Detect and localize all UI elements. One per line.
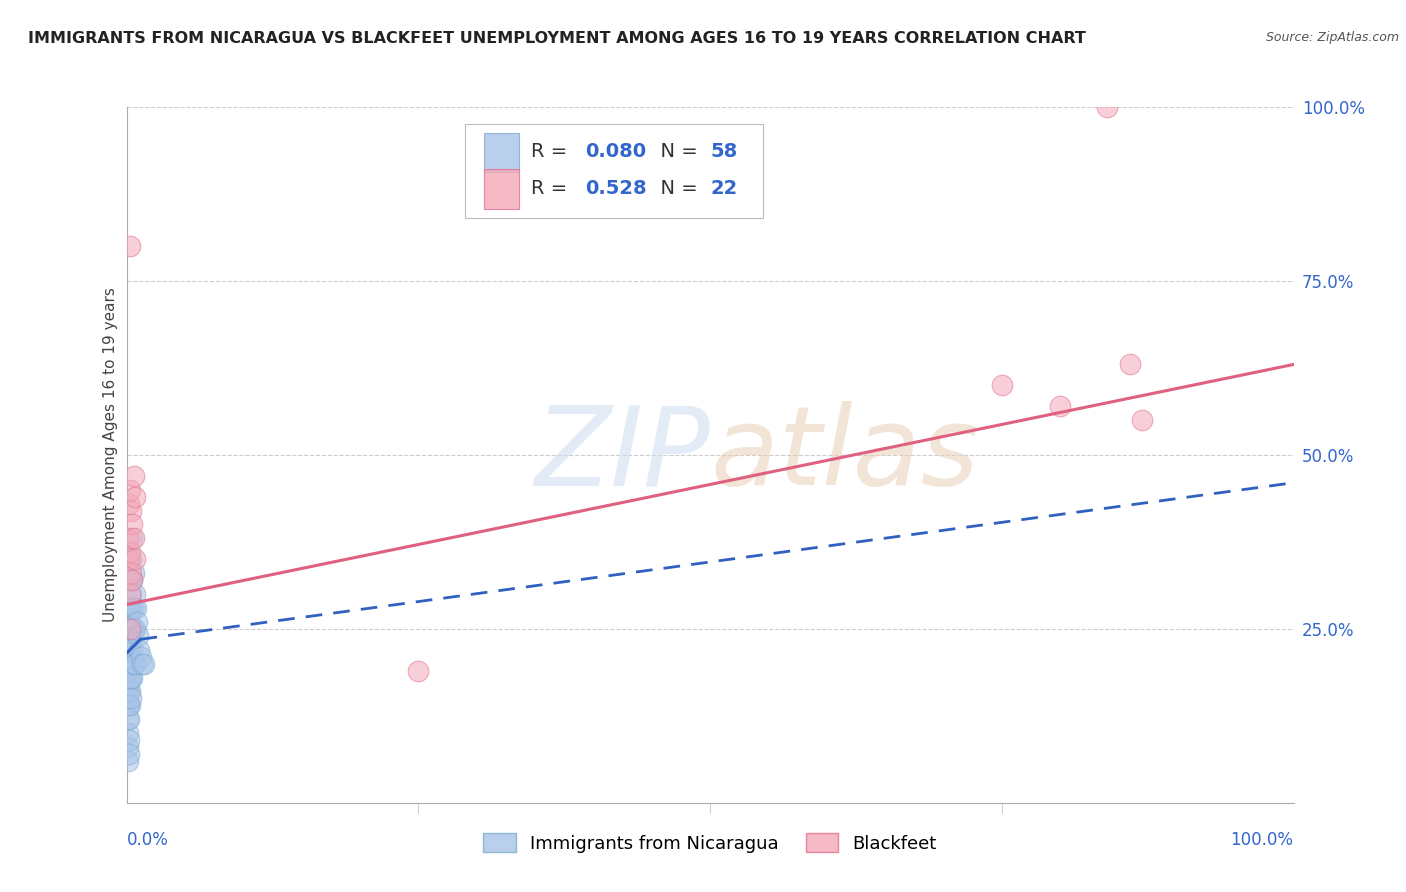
Point bbox=[132, 657, 155, 671]
Point bbox=[118, 601, 141, 615]
Point bbox=[408, 664, 430, 678]
Point bbox=[118, 657, 141, 671]
Point bbox=[118, 649, 141, 664]
Point bbox=[117, 677, 139, 691]
Point bbox=[117, 664, 139, 678]
Point bbox=[118, 545, 141, 559]
Point bbox=[1095, 100, 1118, 114]
Point bbox=[120, 503, 142, 517]
Point bbox=[120, 671, 142, 685]
Point bbox=[117, 691, 139, 706]
Point bbox=[122, 532, 145, 546]
Point bbox=[124, 587, 146, 601]
Point bbox=[118, 629, 141, 643]
Point bbox=[118, 636, 141, 650]
Point bbox=[1130, 413, 1153, 427]
Point bbox=[128, 642, 150, 657]
Point bbox=[118, 698, 141, 713]
Text: R =: R = bbox=[531, 179, 574, 198]
Point bbox=[121, 532, 143, 546]
Point bbox=[120, 657, 142, 671]
Point bbox=[125, 601, 148, 615]
Point bbox=[120, 636, 142, 650]
Text: IMMIGRANTS FROM NICARAGUA VS BLACKFEET UNEMPLOYMENT AMONG AGES 16 TO 19 YEARS CO: IMMIGRANTS FROM NICARAGUA VS BLACKFEET U… bbox=[28, 31, 1085, 46]
Point bbox=[990, 378, 1012, 392]
Point bbox=[121, 517, 143, 532]
Point bbox=[129, 649, 152, 664]
Point bbox=[1049, 399, 1071, 413]
Point bbox=[118, 649, 141, 664]
Point bbox=[118, 657, 141, 671]
Text: 0.528: 0.528 bbox=[585, 179, 647, 198]
Point bbox=[117, 726, 139, 740]
Point bbox=[120, 566, 142, 581]
Point bbox=[127, 629, 149, 643]
FancyBboxPatch shape bbox=[484, 133, 519, 172]
Point bbox=[122, 601, 145, 615]
Text: R =: R = bbox=[531, 142, 574, 161]
Text: N =: N = bbox=[648, 142, 704, 161]
FancyBboxPatch shape bbox=[465, 124, 762, 219]
Point bbox=[118, 573, 141, 587]
Point bbox=[117, 740, 139, 755]
Point bbox=[124, 490, 146, 504]
Point bbox=[118, 622, 141, 636]
Text: atlas: atlas bbox=[710, 401, 979, 508]
Point bbox=[118, 615, 141, 629]
Point bbox=[124, 622, 146, 636]
Point bbox=[1119, 358, 1142, 372]
Point bbox=[118, 483, 141, 497]
Point bbox=[117, 642, 139, 657]
Point bbox=[122, 657, 145, 671]
Text: Source: ZipAtlas.com: Source: ZipAtlas.com bbox=[1265, 31, 1399, 45]
Point bbox=[117, 754, 139, 768]
Text: 58: 58 bbox=[710, 142, 737, 161]
Point bbox=[117, 698, 139, 713]
Point bbox=[118, 684, 141, 698]
Point bbox=[118, 747, 141, 761]
Point bbox=[118, 684, 141, 698]
Point bbox=[120, 587, 142, 601]
Point bbox=[118, 671, 141, 685]
Point bbox=[125, 615, 148, 629]
Point bbox=[121, 573, 143, 587]
Point bbox=[121, 601, 143, 615]
Point bbox=[118, 552, 141, 566]
Text: 0.080: 0.080 bbox=[585, 142, 647, 161]
Point bbox=[120, 601, 142, 615]
Point bbox=[120, 552, 142, 566]
Point bbox=[124, 552, 146, 566]
Y-axis label: Unemployment Among Ages 16 to 19 years: Unemployment Among Ages 16 to 19 years bbox=[103, 287, 118, 623]
Point bbox=[118, 629, 141, 643]
Text: 0.0%: 0.0% bbox=[127, 830, 169, 848]
Point bbox=[124, 657, 146, 671]
Point bbox=[117, 712, 139, 726]
Point bbox=[131, 657, 153, 671]
Point bbox=[117, 532, 139, 546]
Point bbox=[117, 657, 139, 671]
FancyBboxPatch shape bbox=[484, 169, 519, 209]
Point bbox=[118, 587, 141, 601]
Point bbox=[118, 712, 141, 726]
Point bbox=[118, 497, 141, 511]
Point bbox=[121, 573, 143, 587]
Point bbox=[120, 622, 142, 636]
Point bbox=[121, 622, 143, 636]
Text: ZIP: ZIP bbox=[534, 401, 710, 508]
Point bbox=[118, 733, 141, 747]
Point bbox=[121, 671, 143, 685]
Point bbox=[118, 239, 141, 253]
Legend: Immigrants from Nicaragua, Blackfeet: Immigrants from Nicaragua, Blackfeet bbox=[475, 826, 945, 860]
Point bbox=[118, 698, 141, 713]
Point bbox=[122, 622, 145, 636]
Point bbox=[118, 671, 141, 685]
Point bbox=[121, 642, 143, 657]
Point bbox=[118, 642, 141, 657]
Text: N =: N = bbox=[648, 179, 704, 198]
Point bbox=[122, 468, 145, 483]
Point bbox=[120, 691, 142, 706]
Point bbox=[122, 566, 145, 581]
Text: 100.0%: 100.0% bbox=[1230, 830, 1294, 848]
Text: 22: 22 bbox=[710, 179, 737, 198]
